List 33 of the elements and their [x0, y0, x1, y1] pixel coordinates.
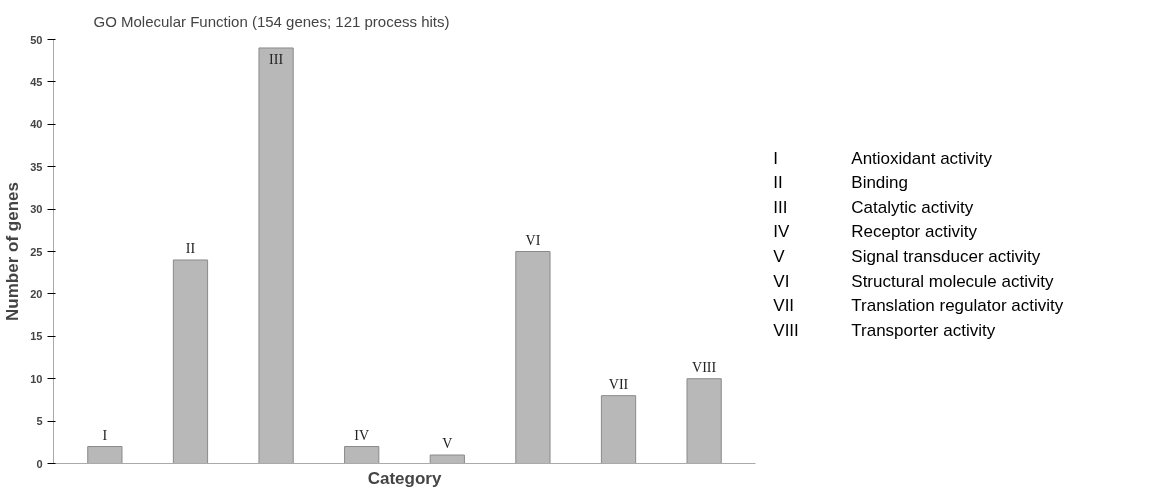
x-tick-label: I: [102, 427, 108, 443]
x-tick-label: V: [442, 436, 453, 452]
y-tick-label: 50: [30, 33, 43, 46]
text: Structural molecule activity: [851, 271, 1054, 291]
category-label: I: [773, 148, 779, 168]
text: Binding: [851, 173, 909, 193]
y-tick-label: 15: [30, 330, 43, 343]
category-label: II: [773, 173, 783, 193]
y-tick-label: 25: [30, 245, 43, 258]
category-label: VII: [773, 296, 795, 316]
category-label: VIII: [773, 320, 799, 340]
text: Translation regulator activity: [851, 296, 1064, 316]
category-label: IV: [773, 222, 790, 242]
y-tick-label: 45: [30, 75, 43, 88]
y-tick-label: 10: [30, 372, 43, 385]
y-axis-title: Number of genes: [3, 182, 23, 321]
x-tick-label: IV: [354, 427, 370, 443]
text: Signal transducer activity: [851, 247, 1041, 267]
y-tick-label: 30: [30, 203, 43, 216]
text: Receptor activity: [851, 222, 978, 242]
y-tick-label: 20: [30, 287, 43, 300]
category-label: III: [773, 197, 788, 217]
category-label: V: [773, 247, 785, 267]
text: Catalytic activity: [851, 197, 974, 217]
y-tick-label: 5: [36, 415, 43, 428]
text: Transporter activity: [851, 320, 996, 340]
text: Antioxidant activity: [851, 148, 993, 168]
y-tick-label: 40: [30, 118, 43, 131]
y-tick-label: 35: [30, 160, 43, 173]
x-axis-title: Category: [367, 468, 442, 488]
category-label: VI: [773, 271, 790, 291]
chart-title: GO Molecular Function (154 genes; 121 process hits): [93, 12, 450, 30]
y-tick-label: 0: [36, 457, 43, 470]
